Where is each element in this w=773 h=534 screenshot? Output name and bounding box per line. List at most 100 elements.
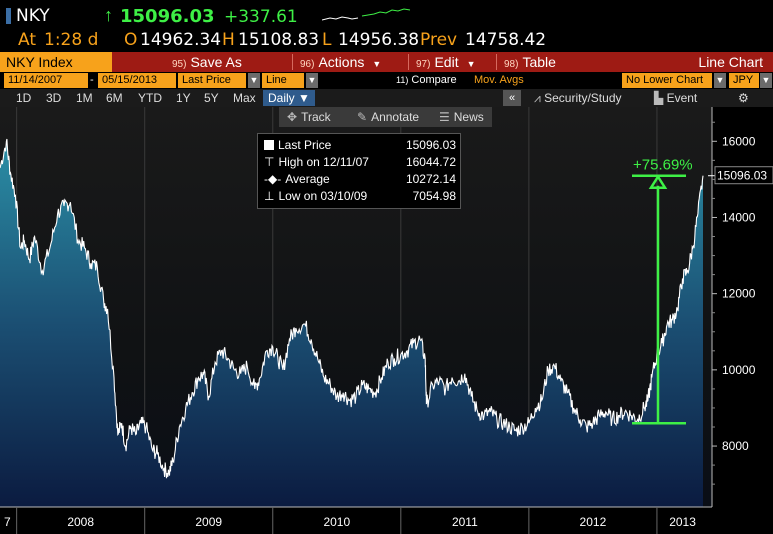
security-study-button[interactable]: ⩘ Security/Study [534,91,622,106]
quote-details: At 1:28 d O 14962.34 H 15108.83 L 14956.… [0,30,773,52]
legend-row-high: ⊤ High on 12/11/07 16044.72 [258,155,462,171]
sparkline-icon [322,8,411,21]
legend-label-high: ⊤ High on 12/11/07 [264,155,369,169]
price-change: +337.61 [224,7,298,27]
price-field-select[interactable]: Last Price [178,73,246,88]
x-tick-label: 2008 [67,515,94,529]
period-3d[interactable]: 3D [46,91,62,105]
edit-label: Edit [434,54,459,70]
price-field-dropdown-icon[interactable]: ▼ [248,73,260,88]
open-value: 14962.34 [140,30,222,50]
legend-row-low: ⊥ Low on 03/10/09 7054.98 [258,189,462,205]
prev-value: 14758.42 [465,30,547,50]
compare-button[interactable]: 11) Compare [392,73,461,88]
price-line [0,138,704,479]
caret-down-icon: ▼ [298,91,310,105]
period-ytd[interactable]: YTD [138,91,162,105]
x-tick-label: 2009 [195,515,222,529]
period-5y[interactable]: 5Y [204,91,219,105]
legend-label-average: -◆- Average [264,172,330,186]
news-label: News [453,110,484,124]
end-date-field[interactable]: 05/15/2013 [98,73,176,88]
news-icon: ☰ [439,110,450,124]
table-button[interactable]: 98) Table [504,52,556,72]
x-axis: 7 2008 2009 2010 2011 2012 2013 [0,506,712,534]
annotation-arrowhead-icon [648,174,668,189]
caret-down-icon: ▼ [372,59,382,69]
table-label: Table [522,54,556,70]
x-tick-label: 2012 [580,515,607,529]
actions-menu[interactable]: 96) Actions ▼ [300,52,381,72]
edit-menu[interactable]: 97) Edit ▼ [416,52,476,72]
compare-num: 11) [396,75,409,85]
currency-select[interactable]: JPY [729,73,759,88]
chart-legend: Last Price 15096.03 ⊤ High on 12/11/07 16… [257,133,461,209]
x-tick-label: 2013 [669,515,696,529]
x-tick-label: 2011 [452,515,478,529]
frequency-label: Daily [268,91,295,105]
up-arrow-icon: ↑ [104,5,113,25]
x-axis-background [0,507,712,534]
pencil-icon: ✎ [357,110,368,124]
legend-value-high: 16044.72 [405,155,456,169]
annotate-label: Annotate [371,110,420,124]
low-marker-icon: ⊥ [264,189,275,203]
mov-avgs-button[interactable]: Mov. Avgs [474,74,524,86]
legend-row-last: Last Price 15096.03 [258,138,462,154]
legend-value-average: 10272.14 [405,172,456,186]
menu-divider [496,54,497,70]
last-value-box [714,166,773,185]
period-bar: 1D 3D 1M 6M YTD 1Y 5Y Max Daily ▼ « ⩘ Se… [0,89,773,107]
settings-bar: 11/14/2007 - 05/15/2013 Last Price ▼ Lin… [0,72,773,89]
chart-style-select[interactable]: Line [262,73,304,88]
gain-annotation: +75.69% [632,157,693,425]
collapse-panel-icon[interactable]: « [503,90,521,106]
period-6m[interactable]: 6M [106,91,123,105]
ticker-symbol: NKY [16,6,50,26]
compare-label: Compare [411,74,457,86]
start-date-field[interactable]: 11/14/2007 [4,73,88,88]
track-button[interactable]: ✥ Track [279,107,331,127]
annotation-label: +75.69% [633,157,693,174]
save-as-button[interactable]: 95) Save As [172,52,242,72]
legend-swatch-icon [264,140,274,150]
menu-divider [408,54,409,70]
annotate-button[interactable]: ✎ Annotate [349,107,419,127]
chart-style-dropdown-icon[interactable]: ▼ [306,73,318,88]
period-1d[interactable]: 1D [16,91,32,105]
lower-chart-dropdown-icon[interactable]: ▼ [714,73,726,88]
low-value: 14956.38 [338,30,420,50]
menu-bar: NKY Index 95) Save As 96) Actions ▼ 97) Edit… [0,52,773,72]
open-label: O [124,30,138,50]
quote-header: NKY ↑ 15096.03 +337.61 [0,0,773,30]
high-marker-icon: ⊤ [264,155,275,169]
news-button[interactable]: ☰ News [431,107,484,127]
legend-value-low: 7054.98 [412,189,456,203]
date-dash: - [90,74,94,86]
y-tick-label: 10000 [722,363,756,377]
crosshair-icon: ✥ [287,110,298,124]
legend-label-last: Last Price [264,138,331,152]
flag-icon: ▙ [654,91,664,105]
lower-chart-select[interactable]: No Lower Chart [622,73,712,88]
security-study-label: Security/Study [544,91,622,105]
ticker-marker [6,8,11,24]
actions-num: 96) [300,59,315,70]
period-max[interactable]: Max [233,91,256,105]
track-label: Track [301,110,331,124]
y-tick-label: 12000 [722,287,756,301]
average-marker-icon: -◆- [264,172,282,186]
line-chart-icon: ⩘ [534,91,541,105]
save-as-num: 95) [172,59,187,70]
period-1m[interactable]: 1M [76,91,93,105]
y-axis: 8000 10000 12000 14000 16000 15096.03 [708,107,773,534]
legend-value-last: 15096.03 [405,138,456,152]
security-title[interactable]: NKY Index [0,52,112,72]
high-value: 15108.83 [238,30,320,50]
gear-icon[interactable]: ⚙ [738,91,749,105]
event-button[interactable]: ▙ Event [654,91,697,105]
currency-dropdown-icon[interactable]: ▼ [760,73,772,88]
last-value-label: 15096.03 [717,169,767,183]
period-1y[interactable]: 1Y [176,91,191,105]
frequency-select[interactable]: Daily ▼ [263,90,315,106]
